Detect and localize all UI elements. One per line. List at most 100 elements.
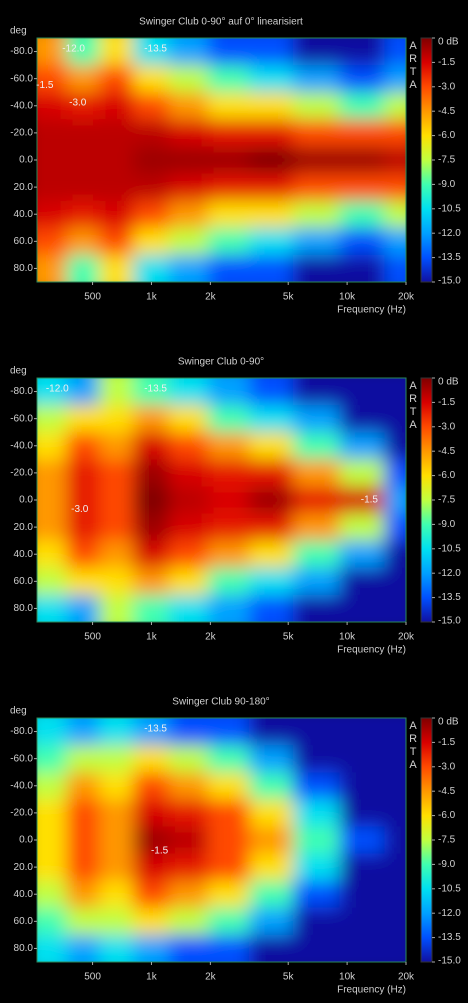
- colorbar-tick-label: -1.5: [438, 397, 456, 408]
- heat-cell: [339, 146, 385, 175]
- contour-label: -12.0: [62, 43, 85, 54]
- heat-cell: [384, 594, 406, 622]
- heat-cell: [168, 378, 209, 406]
- y-tick-label: 80.0: [14, 263, 34, 274]
- heat-cell: [168, 718, 209, 746]
- heat-cell: [207, 254, 250, 282]
- y-axis-label: deg: [10, 26, 27, 37]
- heat-cell: [207, 227, 250, 256]
- heat-cell: [384, 934, 406, 962]
- heat-cell: [207, 405, 250, 433]
- heat-cell: [384, 254, 406, 282]
- heat-cell: [133, 200, 170, 229]
- heat-cell: [133, 718, 170, 746]
- heat-cell: [66, 907, 100, 936]
- y-tick-label: 60.0: [14, 576, 34, 587]
- heat-cell: [249, 200, 294, 229]
- heat-cell: [99, 745, 134, 773]
- heat-cell: [249, 513, 294, 542]
- heat-cell: [168, 772, 209, 800]
- heat-cell: [37, 826, 67, 855]
- heat-cell: [99, 486, 134, 515]
- heat-cell: [37, 227, 67, 256]
- heat-cell: [249, 594, 294, 622]
- colorbar-tick-label: 0 dB: [438, 377, 459, 388]
- heat-cell: [249, 146, 294, 175]
- heat-cell: [293, 594, 341, 622]
- x-axis-label: Frequency (Hz): [337, 645, 406, 656]
- heat-cell: [384, 880, 406, 909]
- heat-cell: [207, 200, 250, 229]
- heat-cell: [133, 907, 170, 936]
- contour-label: -3.0: [69, 98, 87, 109]
- heat-cell: [66, 567, 100, 596]
- colorbar-tick-label: -9.0: [438, 859, 456, 870]
- heat-cell: [133, 65, 170, 93]
- heat-cell: [339, 92, 385, 120]
- colorbar-tick-label: -12.0: [438, 908, 461, 919]
- heat-cell: [99, 227, 134, 256]
- heat-cell: [207, 378, 250, 406]
- heat-cell: [384, 200, 406, 229]
- heat-cell: [384, 772, 406, 800]
- heat-cell: [37, 799, 67, 827]
- x-tick-label: 5k: [283, 632, 295, 643]
- heat-cell: [168, 826, 209, 855]
- heat-cell: [99, 594, 134, 622]
- colorbar-tick-label: -4.5: [438, 446, 456, 457]
- heatmap: [37, 378, 406, 622]
- heat-cell: [207, 594, 250, 622]
- heat-cell: [99, 718, 134, 746]
- y-axis-label: deg: [10, 706, 27, 717]
- heat-cell: [249, 432, 294, 460]
- contour-label: -13.5: [144, 383, 167, 394]
- heat-cell: [66, 880, 100, 909]
- colorbar-tick-label: 0 dB: [438, 37, 459, 48]
- heat-cell: [66, 826, 100, 855]
- heat-cell: [384, 799, 406, 827]
- heat-cell: [384, 119, 406, 147]
- colorbar-tick-label: -6.0: [438, 470, 456, 481]
- heat-cell: [249, 853, 294, 882]
- heat-cell: [207, 146, 250, 175]
- heat-cell: [99, 880, 134, 909]
- colorbar-tick-label: -9.0: [438, 519, 456, 530]
- heat-cell: [339, 227, 385, 256]
- heat-cell: [384, 378, 406, 406]
- heat-cell: [37, 432, 67, 460]
- heat-cell: [66, 173, 100, 202]
- heat-cell: [339, 173, 385, 202]
- heat-cell: [133, 594, 170, 622]
- watermark: ARTA: [407, 380, 419, 432]
- heat-cell: [168, 200, 209, 229]
- contour-label: -12.0: [46, 383, 69, 394]
- colorbar-tick-label: -4.5: [438, 786, 456, 797]
- heat-cell: [339, 513, 385, 542]
- heat-cell: [293, 432, 341, 460]
- heat-cell: [249, 378, 294, 406]
- heat-cell: [384, 907, 406, 936]
- heat-cell: [293, 119, 341, 147]
- heat-cell: [133, 119, 170, 147]
- x-tick-label: 2k: [205, 632, 217, 643]
- heat-cell: [339, 254, 385, 282]
- heat-cell: [293, 92, 341, 120]
- heat-cell: [339, 826, 385, 855]
- x-tick-label: 5k: [283, 972, 295, 983]
- heat-cell: [37, 378, 67, 406]
- heat-cell: [168, 254, 209, 282]
- heat-cell: [339, 200, 385, 229]
- heat-cell: [133, 513, 170, 542]
- heatmap: [37, 38, 406, 282]
- heat-cell: [293, 146, 341, 175]
- heat-cell: [207, 745, 250, 773]
- x-axis-label: Frequency (Hz): [337, 985, 406, 996]
- heat-cell: [339, 880, 385, 909]
- heat-cell: [168, 567, 209, 596]
- heat-cell: [249, 486, 294, 515]
- chart-title: Swinger Club 0-90° auf 0° linearisiert: [139, 17, 303, 28]
- heat-cell: [249, 745, 294, 773]
- heat-cell: [384, 718, 406, 746]
- y-tick-label: 20.0: [14, 182, 34, 193]
- heat-cell: [133, 38, 170, 66]
